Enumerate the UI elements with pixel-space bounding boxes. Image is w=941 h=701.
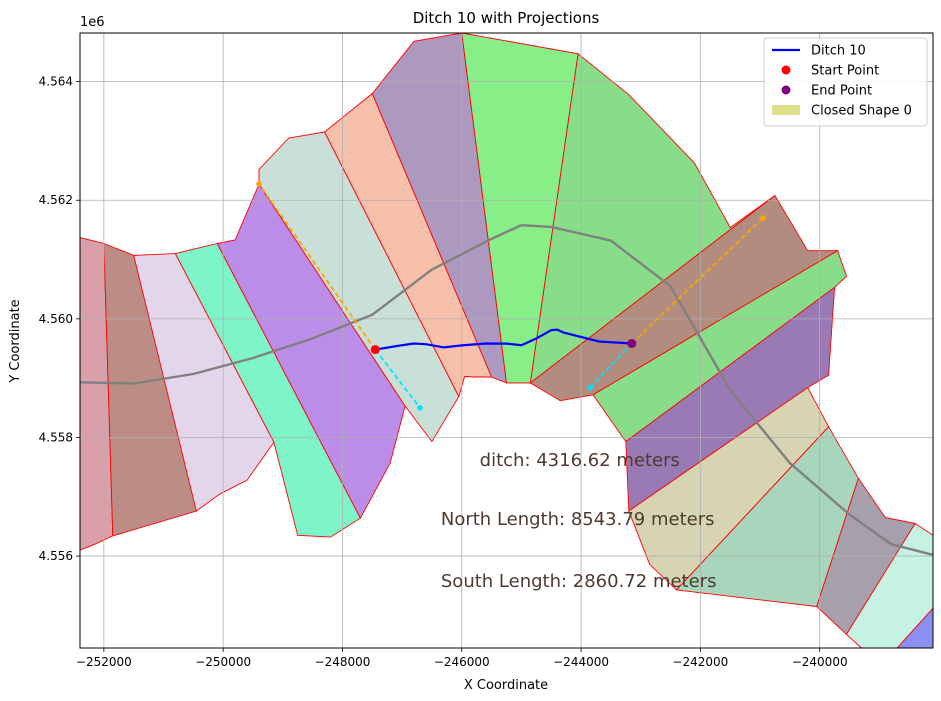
south-projection-1 (589, 342, 633, 389)
annotation-2: South Length: 2860.72 meters (441, 571, 717, 592)
y-tick-label-4: 4.564 (39, 75, 73, 89)
x-tick-label-4: −244000 (553, 655, 609, 669)
north-projection-end-0 (256, 181, 262, 187)
chart-title: Ditch 10 with Projections (413, 9, 600, 27)
x-tick-label-3: −246000 (434, 655, 490, 669)
legend-label-1: Start Point (811, 64, 879, 79)
legend-label-3: Closed Shape 0 (811, 104, 912, 119)
legend-swatch-2 (781, 85, 791, 95)
end-point (627, 338, 637, 348)
segment-13 (628, 386, 830, 591)
x-tick-label-5: −242000 (672, 655, 728, 669)
y-axis-ticks: 4.556 4.558 4.560 4.562 4.564 (39, 75, 80, 563)
south-projection-0 (374, 349, 421, 409)
annotation-0: ditch: 4316.62 meters (480, 450, 680, 471)
ditch-line (375, 328, 632, 351)
x-tick-label-2: −248000 (315, 655, 371, 669)
x-axis-label: X Coordinate (464, 678, 548, 693)
x-axis-ticks: −252000 −250000 −248000 −246000 −244000 −2420… (76, 648, 848, 669)
legend-label-0: Ditch 10 (811, 44, 866, 59)
y-tick-label-0: 4.556 (39, 549, 73, 563)
north-projection-1 (631, 217, 764, 345)
south-projection-end-1 (587, 384, 593, 391)
south-projection-end-0 (417, 405, 423, 411)
y-tick-label-3: 4.562 (39, 193, 73, 207)
legend-swatch-1 (781, 65, 791, 75)
y-tick-label-1: 4.558 (39, 430, 73, 444)
segment-17 (896, 607, 933, 648)
plot-frame (79, 32, 934, 649)
segment-polygons (80, 33, 933, 648)
x-tick-label-6: −240000 (792, 655, 848, 669)
y-axis-label: Y Coordinate (8, 299, 23, 383)
north-projection-end-1 (760, 215, 766, 221)
centerline (80, 223, 933, 557)
start-point (370, 345, 380, 355)
legend-box (763, 37, 928, 127)
y-tick-label-2: 4.560 (39, 312, 73, 326)
annotations: ditch: 4316.62 meters North Length: 8543.… (441, 450, 717, 592)
legend: Ditch 10 Start Point End Point Closed Shape… (763, 37, 928, 127)
annotation-1: North Length: 8543.79 meters (441, 509, 715, 530)
y-offset-label: 1e6 (80, 15, 105, 30)
legend-label-2: End Point (811, 84, 872, 99)
segment-16 (845, 522, 933, 648)
plot-lines (80, 181, 933, 557)
legend-swatch-3 (772, 105, 800, 115)
north-projection-0 (258, 183, 377, 351)
x-tick-label-0: −252000 (76, 655, 132, 669)
x-tick-label-1: −250000 (195, 655, 251, 669)
